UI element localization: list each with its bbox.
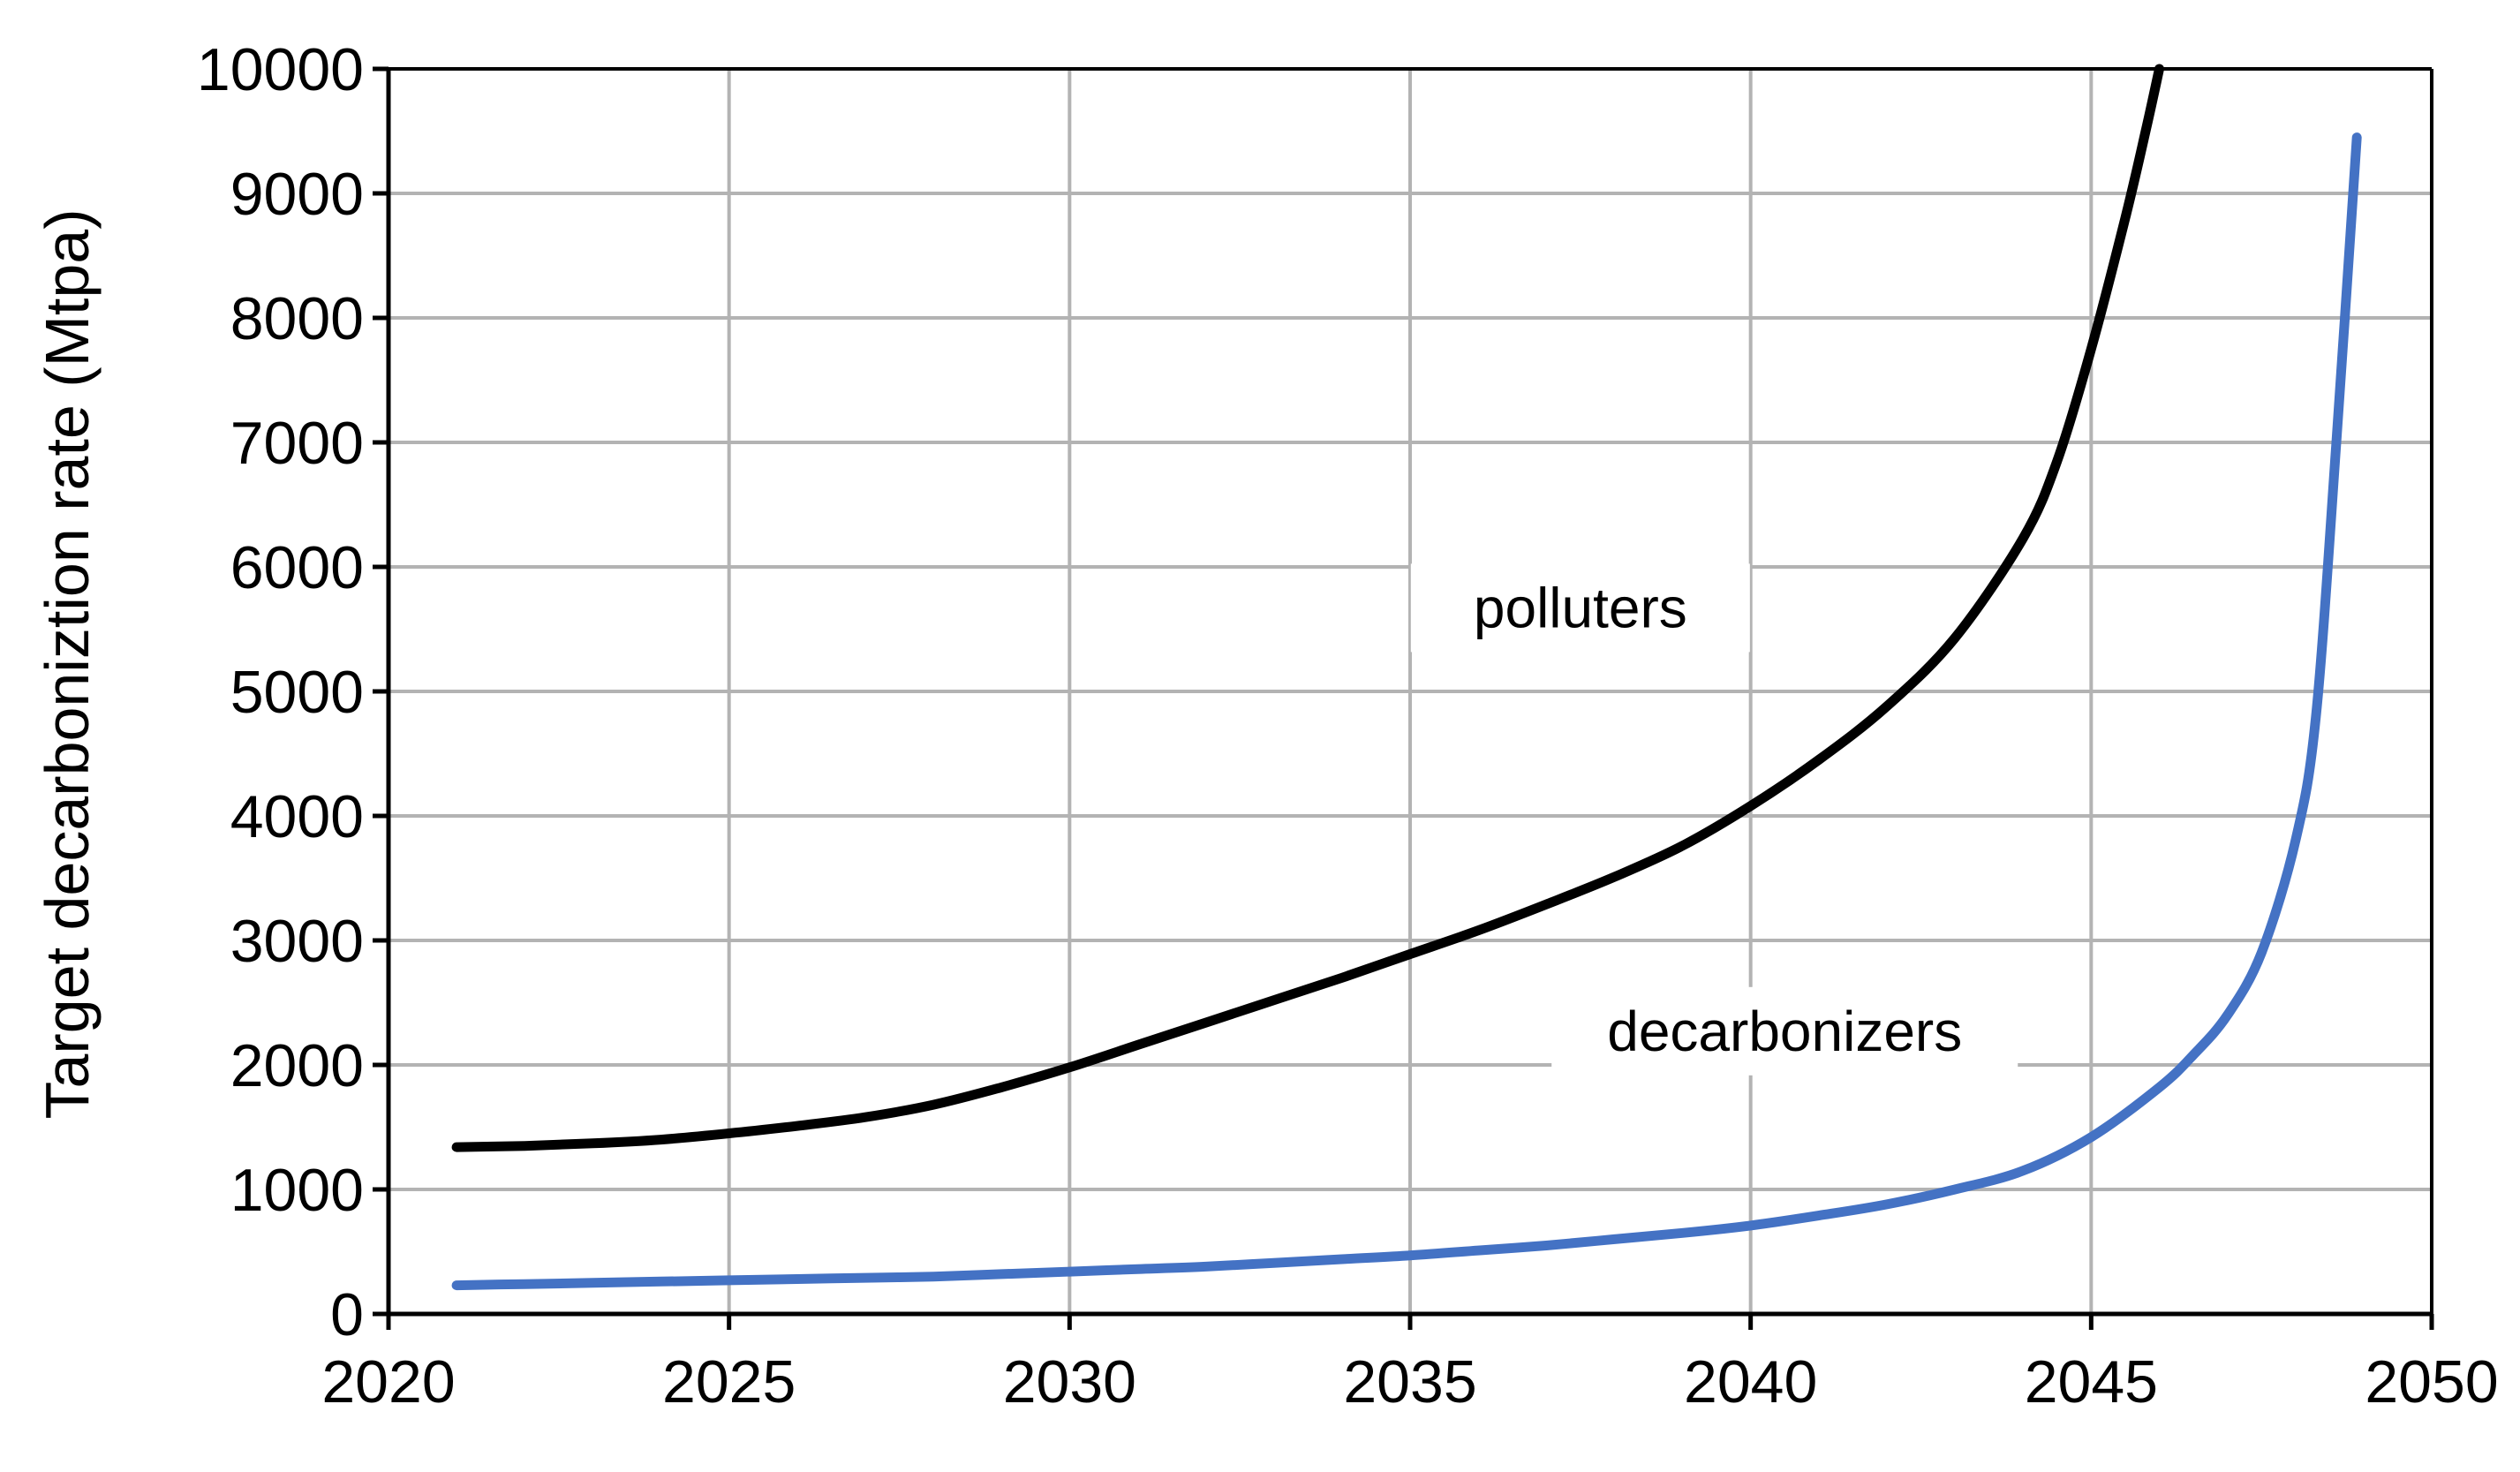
tick-labels: 2020 2025 2030 2035 2040 2045 2050 0 1000 2000 300… xyxy=(197,36,2499,1415)
y-tick-label-4000: 4000 xyxy=(230,783,364,850)
annotation-label-decarbonizers: decarbonizers xyxy=(1607,1000,1962,1063)
x-tick-label-2020: 2020 xyxy=(321,1348,455,1415)
y-tick-label-3000: 3000 xyxy=(230,908,364,975)
series-lines xyxy=(451,64,2362,1291)
y-tick-label-6000: 6000 xyxy=(230,534,364,601)
y-tick-label-2000: 2000 xyxy=(230,1032,364,1099)
y-tick-label-1000: 1000 xyxy=(230,1157,364,1224)
y-tick-label-5000: 5000 xyxy=(230,659,364,726)
series-line-decarbonizers xyxy=(451,132,2362,1291)
annotation-background-1 xyxy=(1551,986,2018,1076)
series-annotations: polluters decarbonizers xyxy=(1410,563,2018,1076)
y-tick-label-0: 0 xyxy=(330,1281,364,1348)
axes xyxy=(373,66,2434,1330)
y-axis-title: Target decarboniztion rate (Mtpa) xyxy=(33,208,102,1119)
x-tick-label-2030: 2030 xyxy=(1003,1348,1136,1415)
annotation-background-0 xyxy=(1410,563,1750,653)
y-tick-label-8000: 8000 xyxy=(230,285,364,352)
y-tick-label-7000: 7000 xyxy=(230,410,364,477)
y-tick-label-9000: 9000 xyxy=(230,161,364,228)
x-tick-label-2025: 2025 xyxy=(662,1348,796,1415)
series-line-polluters xyxy=(451,64,2164,1152)
x-tick-label-2050: 2050 xyxy=(2365,1348,2498,1415)
x-tick-label-2040: 2040 xyxy=(1684,1348,1817,1415)
annotation-label-polluters: polluters xyxy=(1474,576,1687,639)
x-tick-label-2035: 2035 xyxy=(1343,1348,1476,1415)
y-tick-label-10000: 10000 xyxy=(197,36,364,103)
x-tick-label-2045: 2045 xyxy=(2025,1348,2158,1415)
